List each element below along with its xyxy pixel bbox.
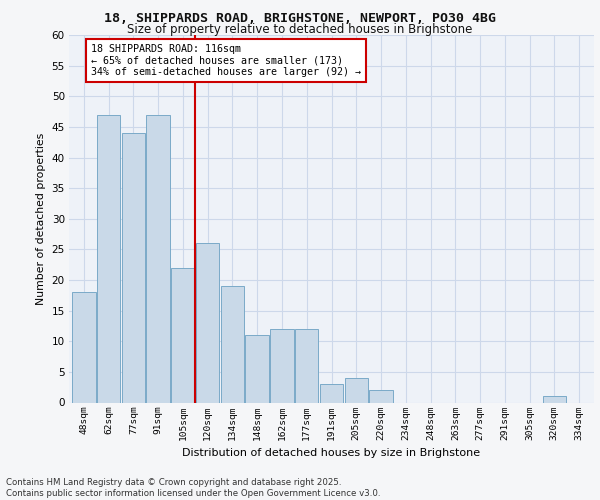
Y-axis label: Number of detached properties: Number of detached properties	[36, 132, 46, 305]
Bar	[97, 114, 121, 403]
X-axis label: Distribution of detached houses by size in Brighstone: Distribution of detached houses by size …	[182, 448, 481, 458]
Bar	[320, 384, 343, 402]
Bar	[295, 329, 319, 402]
Bar	[369, 390, 393, 402]
Text: Size of property relative to detached houses in Brighstone: Size of property relative to detached ho…	[127, 22, 473, 36]
Bar	[344, 378, 368, 402]
Bar	[171, 268, 194, 402]
Bar	[245, 335, 269, 402]
Text: 18 SHIPPARDS ROAD: 116sqm
← 65% of detached houses are smaller (173)
34% of semi: 18 SHIPPARDS ROAD: 116sqm ← 65% of detac…	[91, 44, 361, 78]
Bar	[221, 286, 244, 403]
Bar	[146, 114, 170, 403]
Bar	[122, 133, 145, 402]
Bar	[72, 292, 95, 403]
Text: 18, SHIPPARDS ROAD, BRIGHSTONE, NEWPORT, PO30 4BG: 18, SHIPPARDS ROAD, BRIGHSTONE, NEWPORT,…	[104, 12, 496, 26]
Bar	[542, 396, 566, 402]
Bar	[270, 329, 294, 402]
Text: Contains HM Land Registry data © Crown copyright and database right 2025.
Contai: Contains HM Land Registry data © Crown c…	[6, 478, 380, 498]
Bar	[196, 244, 220, 402]
